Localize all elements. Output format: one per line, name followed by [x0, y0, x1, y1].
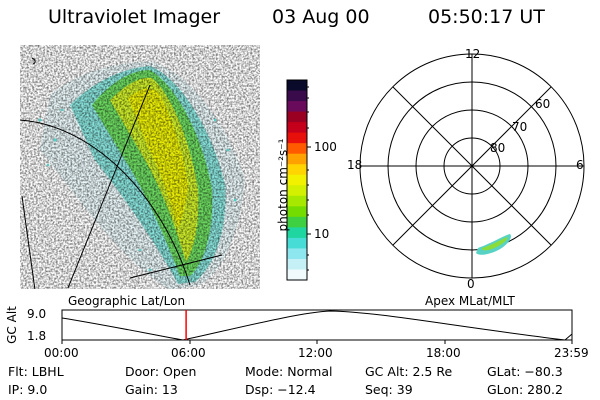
- altitude-ylabel: GC Alt: [5, 306, 19, 344]
- info-gain: Gain: 13: [125, 382, 178, 397]
- info-filter: Flt: LBHL: [8, 364, 64, 379]
- colorbar-swatch: [287, 80, 307, 92]
- colorbar: [286, 79, 311, 281]
- colorbar-tick-100: 100: [314, 140, 337, 154]
- mlt-label-6: 6: [576, 158, 584, 172]
- colorbar-label: photon cm⁻²s⁻¹: [276, 138, 290, 232]
- colorbar-swatch: [287, 101, 307, 113]
- info-ip: IP: 9.0: [8, 382, 48, 397]
- info-door: Door: Open: [125, 364, 197, 379]
- instrument-title: Ultraviolet Imager: [48, 6, 221, 28]
- colorbar-swatch: [287, 90, 307, 102]
- altitude-ytick-1-8: 1.8: [27, 329, 47, 343]
- info-glon: GLon: 280.2: [487, 382, 563, 397]
- date-label: 03 Aug 00: [272, 6, 370, 28]
- lat-label-70: 70: [512, 120, 528, 134]
- colorbar-swatch: [287, 237, 307, 250]
- colorbar-swatch: [287, 185, 307, 197]
- colorbar-swatch: [287, 132, 307, 144]
- colorbar-swatch: [287, 258, 307, 271]
- mlt-label-0: 0: [467, 277, 475, 291]
- info-seq: Seq: 39: [365, 382, 413, 397]
- colorbar-swatch: [287, 164, 307, 176]
- polar-plot: [359, 53, 585, 279]
- colorbar-swatch: [287, 174, 307, 186]
- lat-label-80: 80: [490, 141, 506, 155]
- colorbar-swatch: [287, 248, 307, 260]
- xtick-1200: 12:00: [298, 346, 333, 360]
- colorbar-tick-10: 10: [314, 227, 330, 241]
- info-glat: GLat: −80.3: [487, 364, 563, 379]
- colorbar-swatch: [287, 227, 307, 239]
- colorbar-swatch: [287, 143, 307, 155]
- colorbar-swatch: [287, 216, 307, 228]
- xtick-2359: 23:59: [554, 346, 589, 360]
- time-label: 05:50:17 UT: [428, 6, 545, 28]
- mlt-label-12: 12: [465, 47, 481, 61]
- geographic-caption: Geographic Lat/Lon: [68, 294, 186, 308]
- info-mode: Mode: Normal: [245, 364, 333, 379]
- altitude-plot: [61, 309, 573, 344]
- colorbar-swatch: [287, 269, 307, 281]
- geographic-image: [20, 45, 260, 289]
- lat-label-60: 60: [535, 97, 551, 111]
- colorbar-swatch: [287, 206, 307, 218]
- altitude-ytick-9: 9.0: [27, 307, 47, 321]
- info-dsp: Dsp: −12.4: [245, 382, 316, 397]
- xtick-0600: 06:00: [171, 346, 206, 360]
- xtick-1800: 18:00: [426, 346, 461, 360]
- xtick-0000: 00:00: [44, 346, 79, 360]
- colorbar-swatch: [287, 122, 307, 134]
- polar-aurora-patch: [476, 234, 511, 255]
- mlt-label-18: 18: [347, 158, 363, 172]
- info-gc-alt: GC Alt: 2.5 Re: [365, 364, 453, 379]
- colorbar-swatch: [287, 195, 307, 207]
- colorbar-swatch: [287, 111, 307, 123]
- apex-caption: Apex MLat/MLT: [425, 294, 515, 308]
- colorbar-swatch: [287, 153, 307, 165]
